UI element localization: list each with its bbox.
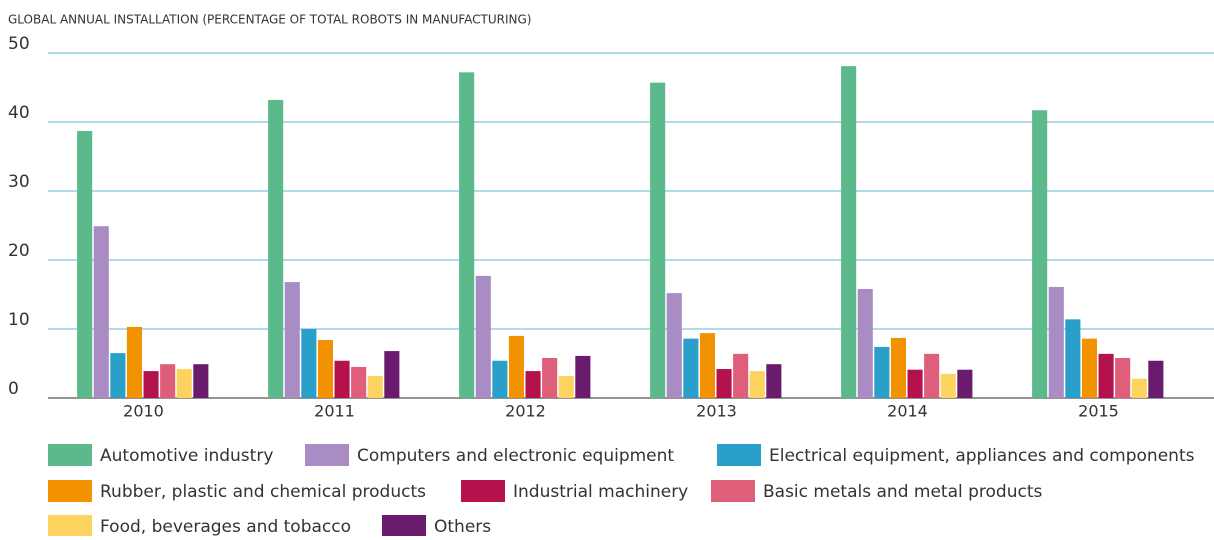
legend-swatch (48, 515, 92, 537)
x-tick-label: 2010 (123, 402, 164, 421)
bar (666, 293, 682, 398)
y-tick-label: 50 (8, 34, 30, 54)
bar (940, 373, 956, 398)
legend-swatch (461, 480, 505, 502)
bar (1131, 378, 1147, 398)
x-tick-label: 2014 (887, 402, 928, 421)
legend-label: Rubber, plastic and chemical products (100, 482, 426, 502)
legend-swatch (48, 444, 92, 466)
bar (841, 66, 857, 399)
bar (1148, 360, 1164, 398)
legend-label: Automotive industry (100, 446, 273, 466)
bar (351, 366, 367, 398)
bar (334, 360, 350, 398)
legend-label: Electrical equipment, appliances and com… (769, 446, 1195, 466)
x-tick-label: 2015 (1078, 402, 1119, 421)
bar (542, 357, 558, 398)
bar (1115, 357, 1131, 398)
bar (749, 371, 765, 398)
bar (508, 335, 524, 398)
legend-label: Food, beverages and tobacco (100, 517, 351, 536)
bar (650, 82, 666, 399)
bar (857, 288, 873, 398)
y-tick-label: 20 (8, 241, 30, 261)
bar (558, 375, 574, 398)
bar (110, 353, 126, 398)
legend-swatch (717, 444, 761, 466)
bar (284, 282, 300, 398)
bar (525, 371, 541, 398)
legend-label: Others (434, 517, 491, 536)
legend-label: Computers and electronic equipment (357, 446, 674, 466)
bar (193, 364, 209, 398)
bar (160, 364, 176, 398)
bar (268, 99, 284, 399)
x-tick-label: 2013 (696, 402, 737, 421)
legend-swatch (711, 480, 755, 502)
bar (1048, 286, 1064, 398)
bar (907, 369, 923, 398)
bar (699, 333, 715, 398)
bar (317, 340, 333, 398)
legend-swatch (48, 480, 92, 502)
bar (733, 353, 749, 398)
legend-label: Industrial machinery (513, 482, 688, 502)
bar (683, 338, 699, 398)
bar (176, 369, 192, 398)
y-tick-label: 30 (8, 172, 30, 192)
bar (301, 329, 317, 398)
bar (475, 275, 491, 398)
legend-swatch (382, 515, 426, 537)
bar (1065, 319, 1081, 398)
bar (126, 326, 142, 398)
x-tick-label: 2012 (505, 402, 546, 421)
bar (93, 226, 109, 398)
bar (766, 364, 782, 398)
legend-swatch (305, 444, 349, 466)
bar (1098, 353, 1114, 398)
bar (459, 72, 475, 398)
x-tick-label: 2011 (314, 402, 355, 421)
bar (367, 375, 383, 398)
bar (874, 346, 890, 398)
bar (384, 351, 400, 398)
bar (957, 369, 973, 398)
legend-label: Basic metals and metal products (763, 482, 1042, 502)
bar (1081, 338, 1097, 398)
y-tick-label: 0 (8, 379, 19, 399)
bar (575, 355, 591, 398)
bar (77, 130, 93, 398)
bar (492, 360, 508, 398)
bar (716, 369, 732, 398)
chart-title: GLOBAL ANNUAL INSTALLATION (PERCENTAGE O… (8, 13, 531, 27)
bar (1032, 110, 1048, 399)
y-tick-label: 10 (8, 310, 30, 330)
y-tick-label: 40 (8, 103, 30, 123)
bar (143, 371, 159, 398)
bar (890, 337, 906, 398)
bar (924, 353, 940, 398)
